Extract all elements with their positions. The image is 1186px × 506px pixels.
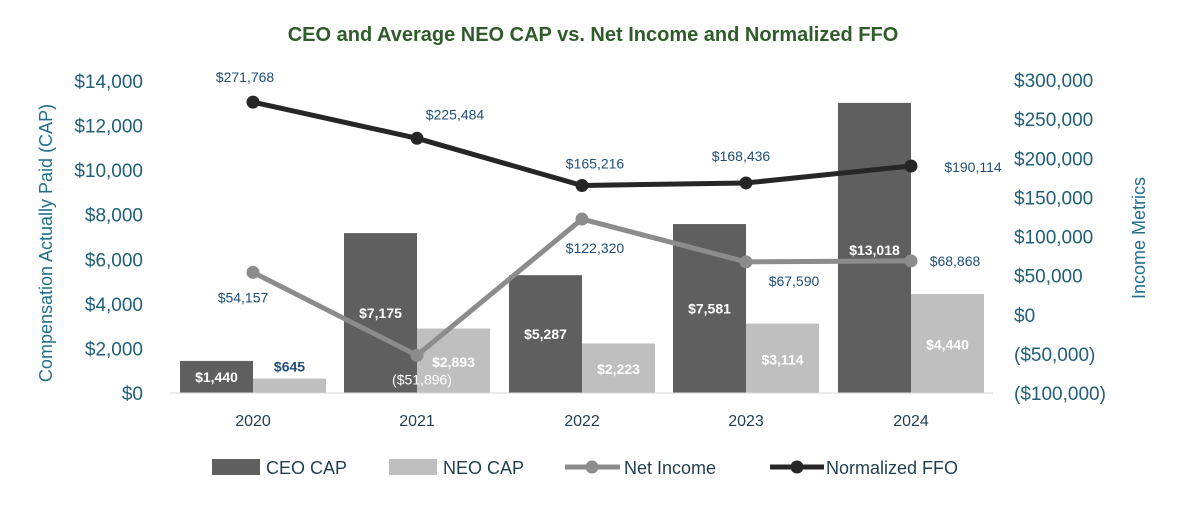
normalized-ffo-data-label: $271,768 — [216, 69, 275, 85]
left-axis-tick-label: $8,000 — [85, 206, 143, 227]
left-axis-tick-label: $12,000 — [74, 117, 143, 138]
ceo-cap-bar — [509, 275, 582, 393]
ceo-cap-data-label: $7,581 — [688, 301, 731, 317]
right-axis-tick-label: $200,000 — [1014, 149, 1093, 170]
normalized-ffo-line — [252, 99, 912, 188]
normalized-ffo-data-label: $190,114 — [944, 159, 1002, 175]
right-axis-tick-label: $150,000 — [1014, 188, 1093, 209]
x-axis-tick-label: 2023 — [728, 413, 764, 430]
left-axis-tick-label: $6,000 — [85, 250, 143, 271]
normalized-ffo-point — [904, 159, 918, 173]
ceo-cap-bar — [180, 360, 253, 393]
legend-neo-cap-swatch — [389, 459, 437, 475]
x-axis-tick-label: 2020 — [235, 413, 271, 430]
neo-cap-bar — [417, 328, 490, 393]
neo-cap-bar — [253, 378, 326, 393]
neo-cap-bar — [582, 343, 655, 393]
ceo-cap-data-label: $13,018 — [849, 242, 900, 258]
normalized-ffo-point — [410, 131, 424, 145]
left-axis: $0 $2,000 $4,000 $6,000 $8,000 $10,000 $12,000… — [74, 72, 143, 405]
net-income-point — [246, 265, 260, 279]
right-axis-tick-label: $100,000 — [1014, 228, 1093, 249]
neo-cap-data-label: $2,893 — [432, 354, 475, 370]
normalized-ffo-data-label: $168,436 — [712, 148, 771, 164]
neo-cap-data-label: $4,440 — [926, 337, 969, 353]
ceo-cap-bar — [838, 102, 911, 393]
net-income-data-label: $67,590 — [769, 273, 820, 289]
legend-neo-cap-label: NEO CAP — [443, 458, 524, 478]
bars: $1,440 $7,175 $5,287 $7,581 $13,018 $645 $2,89… — [180, 102, 984, 393]
left-axis-tick-label: $10,000 — [74, 161, 143, 182]
ceo-cap-data-label: $1,440 — [195, 369, 238, 385]
ceo-cap-data-label: $7,175 — [359, 305, 402, 321]
legend-normalized-ffo-label: Normalized FFO — [826, 458, 958, 478]
ceo-cap-data-label: $5,287 — [524, 326, 567, 342]
left-axis-tick-label: $0 — [122, 384, 143, 405]
x-axis-tick-label: 2021 — [399, 413, 435, 430]
net-income-data-label: $68,868 — [930, 253, 981, 269]
lines: $54,157 ($51,896) $122,320 $67,590 $68,868 $2… — [216, 69, 1002, 387]
right-axis-tick-label: ($50,000) — [1014, 345, 1095, 366]
net-income-point — [575, 212, 589, 226]
normalized-ffo-point — [246, 95, 260, 109]
x-axis: 2020 2021 2022 2023 2024 — [235, 413, 929, 430]
legend-ceo-cap-label: CEO CAP — [266, 458, 347, 478]
net-income-data-label: $122,320 — [566, 240, 625, 256]
neo-cap-data-label: $3,114 — [761, 351, 803, 367]
legend: CEO CAP NEO CAP Net Income Normalized FFO — [212, 458, 958, 478]
left-axis-tick-label: $2,000 — [85, 339, 143, 360]
right-axis-title: Income Metrics — [1129, 177, 1149, 299]
normalized-ffo-point — [575, 178, 589, 192]
legend-net-income-marker — [585, 460, 599, 474]
normalized-ffo-data-label: $225,484 — [426, 106, 485, 122]
neo-cap-bar — [911, 294, 984, 393]
ceo-cap-bar — [344, 233, 417, 393]
net-income-data-label: $54,157 — [218, 289, 269, 305]
right-axis-tick-label: $300,000 — [1014, 71, 1093, 92]
neo-cap-data-label: $645 — [274, 359, 305, 375]
normalized-ffo-data-label: $165,216 — [566, 155, 625, 171]
right-axis-tick-label: $50,000 — [1014, 267, 1083, 288]
normalized-ffo-point — [739, 176, 753, 190]
net-income-point — [739, 255, 753, 269]
x-axis-tick-label: 2024 — [893, 413, 929, 430]
chart-title: CEO and Average NEO CAP vs. Net Income a… — [288, 24, 899, 46]
right-axis-tick-label: $0 — [1014, 306, 1035, 327]
right-axis-tick-label: ($100,000) — [1014, 384, 1106, 405]
net-income-data-label: ($51,896) — [392, 371, 452, 387]
legend-normalized-ffo-marker — [790, 460, 804, 474]
neo-cap-bar — [746, 323, 819, 393]
legend-net-income-label: Net Income — [624, 458, 716, 478]
x-axis-tick-label: 2022 — [564, 413, 600, 430]
right-axis-tick-label: $250,000 — [1014, 110, 1093, 131]
left-axis-title: Compensation Actually Paid (CAP) — [36, 104, 56, 382]
net-income-point — [904, 254, 918, 268]
neo-cap-data-label: $2,223 — [597, 361, 640, 377]
net-income-point — [410, 348, 424, 362]
legend-ceo-cap-swatch — [212, 459, 260, 475]
left-axis-tick-label: $4,000 — [85, 295, 143, 316]
right-axis: ($100,000) ($50,000) $0 $50,000 $100,000 $150… — [1014, 71, 1106, 405]
left-axis-tick-label: $14,000 — [74, 72, 143, 93]
